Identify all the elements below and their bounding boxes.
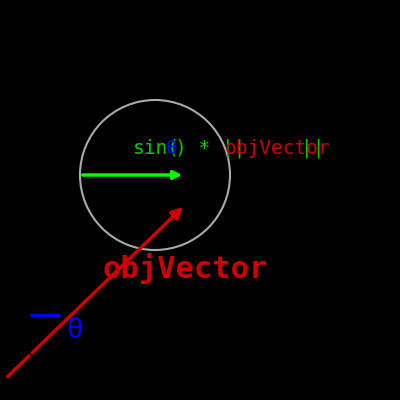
Text: ||: || — [301, 138, 324, 158]
Text: objVector: objVector — [225, 138, 331, 158]
Text: θ: θ — [166, 138, 178, 158]
Text: θ: θ — [67, 316, 83, 344]
Text: objVector: objVector — [102, 252, 268, 284]
Text: sin(: sin( — [133, 138, 180, 158]
Text: ) * ||: ) * || — [174, 138, 245, 158]
